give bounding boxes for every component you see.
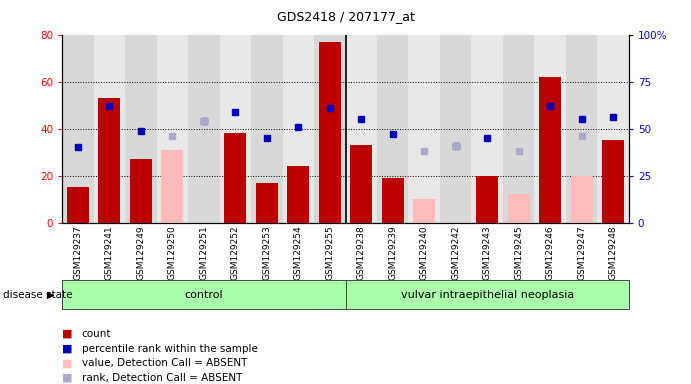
Bar <box>346 35 377 223</box>
Bar <box>62 280 346 309</box>
Text: ■: ■ <box>62 329 73 339</box>
Bar <box>62 35 94 223</box>
Bar <box>381 178 404 223</box>
Bar <box>188 35 220 223</box>
Bar <box>130 159 152 223</box>
Text: vulvar intraepithelial neoplasia: vulvar intraepithelial neoplasia <box>401 290 574 300</box>
Bar <box>67 187 89 223</box>
Bar <box>503 35 534 223</box>
Bar <box>566 35 597 223</box>
Bar <box>597 35 629 223</box>
Text: rank, Detection Call = ABSENT: rank, Detection Call = ABSENT <box>82 373 242 383</box>
Bar <box>408 35 440 223</box>
Bar <box>471 35 503 223</box>
Bar <box>476 176 498 223</box>
Text: value, Detection Call = ABSENT: value, Detection Call = ABSENT <box>82 358 247 368</box>
Bar <box>314 35 346 223</box>
Bar <box>319 41 341 223</box>
Text: count: count <box>82 329 111 339</box>
Bar <box>571 176 593 223</box>
Bar <box>346 280 629 309</box>
Bar <box>220 35 251 223</box>
Text: disease state: disease state <box>3 290 73 300</box>
Bar <box>539 77 561 223</box>
Bar <box>256 183 278 223</box>
Text: percentile rank within the sample: percentile rank within the sample <box>82 344 258 354</box>
Text: ■: ■ <box>62 344 73 354</box>
Bar <box>413 199 435 223</box>
Bar <box>602 141 624 223</box>
Bar <box>125 35 157 223</box>
Text: GDS2418 / 207177_at: GDS2418 / 207177_at <box>276 10 415 23</box>
Bar <box>98 98 120 223</box>
Text: ▶: ▶ <box>47 290 55 300</box>
Bar <box>534 35 566 223</box>
Bar <box>94 35 125 223</box>
Text: control: control <box>184 290 223 300</box>
Bar <box>508 195 529 223</box>
Bar <box>440 35 471 223</box>
Bar <box>287 166 310 223</box>
Bar <box>251 35 283 223</box>
Bar <box>161 150 183 223</box>
Bar <box>283 35 314 223</box>
Bar <box>225 133 247 223</box>
Bar <box>157 35 188 223</box>
Text: ■: ■ <box>62 358 73 368</box>
Bar <box>377 35 408 223</box>
Bar <box>350 145 372 223</box>
Text: ■: ■ <box>62 373 73 383</box>
